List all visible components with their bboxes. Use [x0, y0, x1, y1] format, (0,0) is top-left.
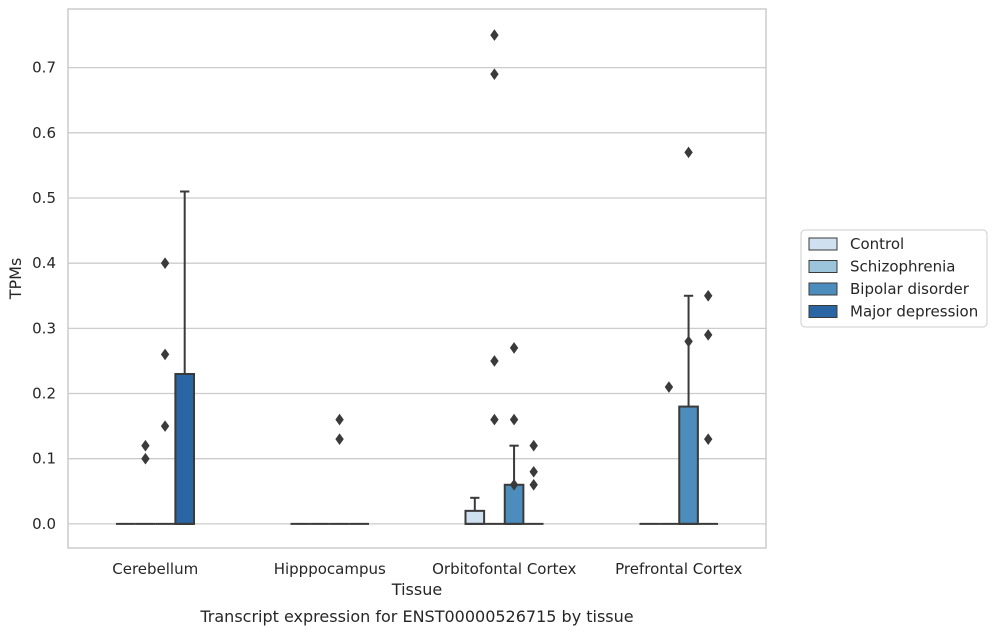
y-tick-label: 0.6: [32, 124, 56, 142]
outlier-point: [703, 329, 713, 341]
outlier-point: [703, 289, 713, 302]
y-tick-label: 0.2: [32, 385, 56, 403]
legend-frame: [800, 229, 988, 328]
y-axis-label: TPMs: [6, 258, 25, 301]
legend-swatch: [808, 237, 838, 251]
box-bipolar-disorder: [155, 257, 175, 525]
box-bipolar-disorder: [678, 294, 699, 525]
box-major-depression: [523, 439, 544, 525]
x-axis-label: Tissue: [391, 580, 442, 599]
legend-label: Major depression: [850, 303, 978, 321]
box-control: [464, 496, 486, 525]
legend-swatch: [808, 260, 838, 273]
outlier-point: [529, 478, 538, 491]
outlier-point: [160, 257, 170, 269]
box-body: [503, 483, 525, 525]
x-tick-label: Cerebellum: [112, 560, 198, 578]
y-tick-label: 0.7: [32, 59, 56, 77]
y-tick-labels: 0.0 0.1 0.2 0.3 0.4 0.5 0.6 0.7: [32, 59, 56, 533]
legend-swatch: [808, 305, 838, 318]
chart-caption: Transcript expression for ENST0000052671…: [199, 607, 633, 626]
legend-label: Bipolar disorder: [850, 280, 970, 298]
plot-area-frame: [67, 8, 767, 549]
outlier-point: [160, 348, 170, 361]
outlier-point: [490, 29, 499, 41]
outlier-point: [335, 433, 344, 445]
outlier-point: [141, 439, 150, 452]
outlier-point: [509, 478, 519, 491]
y-tick-label: 0.5: [32, 189, 56, 207]
legend-label: Schizophrenia: [850, 258, 955, 276]
outlier-point: [509, 413, 519, 426]
grid-lines: [68, 67, 766, 525]
outlier-point: [664, 381, 674, 393]
x-tick-label: Hipppocampus: [274, 560, 386, 578]
box-schizophrenia: [135, 439, 156, 525]
legend: Control Schizophrenia Bipolar disorder Majo…: [800, 229, 988, 328]
outlier-point: [509, 342, 519, 354]
legend-label: Control: [850, 235, 904, 253]
x-tick-labels: Cerebellum Hipppocampus Orbitofontal Corte…: [112, 560, 742, 578]
box-major-depression: [698, 289, 719, 525]
box-body: [174, 372, 196, 525]
box-bipolar-disorder: [503, 342, 525, 525]
y-tick-label: 0.3: [32, 319, 56, 337]
outlier-point: [529, 465, 538, 478]
outlier-point: [490, 413, 499, 426]
y-tick-label: 0.4: [32, 254, 56, 272]
legend-swatch: [808, 282, 838, 296]
outlier-point: [141, 452, 150, 465]
outlier-point: [160, 420, 170, 432]
box-schizophrenia: [659, 381, 679, 525]
boxes-layer: [115, 29, 719, 525]
outlier-point: [684, 146, 693, 159]
box-body: [464, 509, 486, 525]
y-tick-label: 0.1: [32, 450, 56, 468]
x-tick-label: Orbitofontal Cortex: [432, 560, 576, 578]
x-tick-label: Prefrontal Cortex: [615, 560, 742, 578]
box-major-depression: [174, 190, 196, 525]
box-schizophrenia: [484, 29, 505, 525]
outlier-point: [703, 433, 713, 445]
outlier-point: [490, 68, 499, 80]
outlier-point: [490, 355, 499, 367]
box-bipolar-disorder: [329, 413, 350, 525]
box-body: [678, 405, 699, 525]
outlier-point: [529, 439, 538, 452]
y-tick-label: 0.0: [32, 515, 56, 533]
outlier-point: [335, 413, 344, 426]
